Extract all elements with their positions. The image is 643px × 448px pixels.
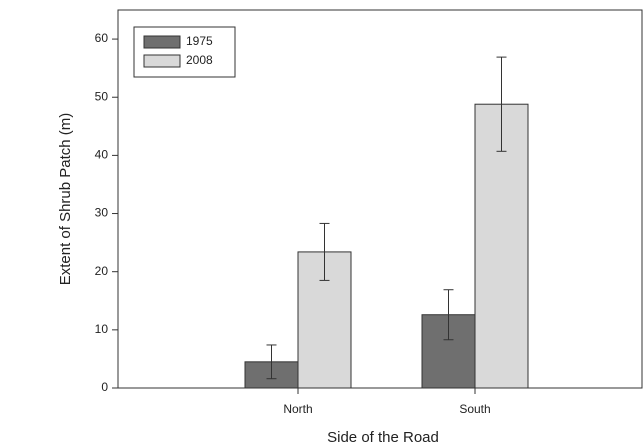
x-tick-label: South [459,402,490,416]
error-bar [319,222,330,281]
x-tick-label: North [283,402,312,416]
y-tick-label: 0 [101,380,108,394]
legend-label: 1975 [186,34,213,48]
y-tick-label: 10 [95,322,109,336]
error-bar [443,289,454,341]
error-bar [266,344,277,380]
y-tick-label: 40 [95,148,109,162]
y-tick-label: 60 [95,31,109,45]
x-axis-title: Side of the Road [327,429,439,446]
y-axis-title: Extent of Shrub Patch (m) [57,113,74,286]
error-bar [496,56,507,152]
legend-label: 2008 [186,53,213,67]
y-tick-label: 20 [95,264,109,278]
y-tick-label: 30 [95,206,109,220]
legend-swatch [143,35,181,49]
legend-box [133,26,236,78]
plot-frame [117,9,643,389]
legend-swatch [143,54,181,68]
y-tick-label: 50 [95,89,109,103]
